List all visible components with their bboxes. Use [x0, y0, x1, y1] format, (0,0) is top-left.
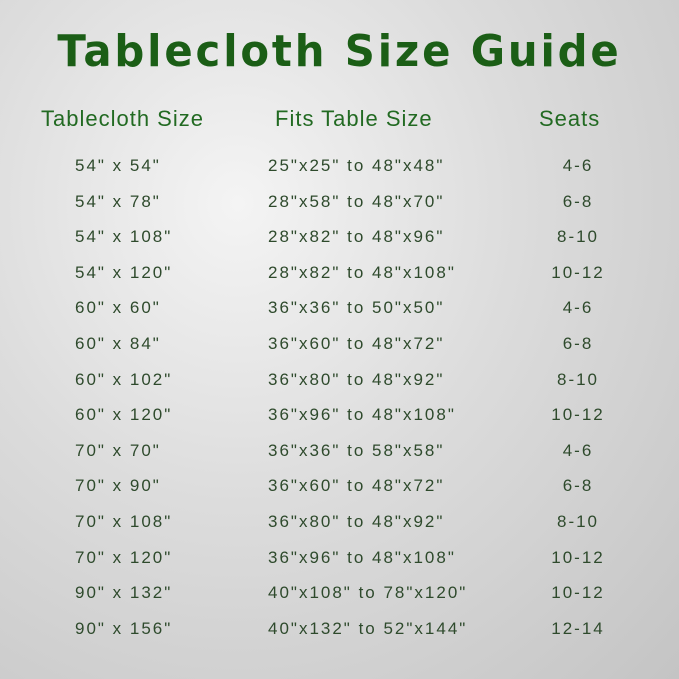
cell-seats: 6-8: [562, 191, 594, 211]
cell-tablecloth-size: 70" x 70": [75, 440, 161, 460]
cell-seats: 8-10: [556, 512, 600, 531]
cell-fits-table-size: 36"x80" to 48"x92": [268, 512, 445, 531]
table-row: 54" x 120" 28"x82" to 48"x108" 10-12: [0, 263, 679, 293]
table-row: 54" x 108" 28"x82" to 48"x96" 8-10: [0, 227, 679, 257]
table-row: 90" x 156" 40"x132" to 52"x144" 12-14: [0, 619, 679, 649]
cell-tablecloth-size: 70" x 90": [75, 476, 161, 496]
cell-fits-table-size: 36"x60" to 48"x72": [268, 334, 445, 353]
cell-seats: 4-6: [562, 440, 594, 460]
cell-seats: 4-6: [562, 156, 594, 175]
cell-fits-table-size: 36"x96" to 48"x108": [268, 547, 456, 567]
table-row: 60" x 84" 36"x60" to 48"x72" 6-8: [0, 334, 679, 364]
cell-tablecloth-size: 54" x 54": [75, 156, 161, 175]
cell-tablecloth-size: 60" x 60": [75, 298, 161, 318]
table-row: 90" x 132" 40"x108" to 78"x120" 10-12: [0, 583, 679, 613]
cell-tablecloth-size: 70" x 108": [75, 512, 173, 531]
cell-seats: 8-10: [556, 227, 600, 247]
table-row: 60" x 60" 36"x36" to 50"x50" 4-6: [0, 298, 679, 328]
page-title: Tablecloth Size Guide: [57, 26, 622, 77]
cell-tablecloth-size: 60" x 102": [75, 369, 173, 389]
cell-seats: 10-12: [551, 405, 605, 425]
cell-seats: 6-8: [562, 334, 594, 353]
cell-fits-table-size: 28"x82" to 48"x108": [268, 262, 456, 282]
cell-fits-table-size: 36"x36" to 50"x50": [268, 298, 445, 318]
table-row: 54" x 78" 28"x58" to 48"x70" 6-8: [0, 192, 679, 222]
cell-seats: 10-12: [551, 547, 605, 567]
table-row: 54" x 54" 25"x25" to 48"x48" 4-6: [0, 156, 679, 186]
table-row: 60" x 102" 36"x80" to 48"x92" 8-10: [0, 370, 679, 400]
cell-fits-table-size: 36"x96" to 48"x108": [268, 405, 456, 425]
cell-fits-table-size: 28"x58" to 48"x70": [268, 191, 445, 211]
cell-tablecloth-size: 60" x 84": [75, 334, 161, 353]
cell-seats: 4-6: [562, 298, 594, 318]
cell-seats: 10-12: [551, 262, 605, 282]
cell-fits-table-size: 36"x36" to 58"x58": [268, 440, 445, 460]
cell-fits-table-size: 36"x80" to 48"x92": [268, 369, 445, 389]
table-row: 70" x 90" 36"x60" to 48"x72" 6-8: [0, 476, 679, 506]
cell-fits-table-size: 36"x60" to 48"x72": [268, 476, 445, 496]
header-fits-table-size: Fits Table Size: [275, 106, 433, 131]
cell-tablecloth-size: 60" x 120": [75, 405, 173, 425]
cell-fits-table-size: 25"x25" to 48"x48": [268, 156, 445, 175]
cell-seats: 10-12: [551, 583, 605, 603]
cell-tablecloth-size: 54" x 120": [75, 262, 173, 282]
cell-fits-table-size: 28"x82" to 48"x96": [268, 227, 445, 247]
header-seats: Seats: [539, 106, 601, 131]
cell-tablecloth-size: 54" x 108": [75, 227, 173, 247]
cell-fits-table-size: 40"x132" to 52"x144": [268, 618, 468, 638]
cell-seats: 12-14: [551, 618, 605, 638]
table-row: 60" x 120" 36"x96" to 48"x108" 10-12: [0, 405, 679, 435]
cell-seats: 6-8: [562, 476, 594, 496]
header-tablecloth-size: Tablecloth Size: [41, 106, 204, 131]
cell-tablecloth-size: 90" x 156": [75, 618, 173, 638]
cell-tablecloth-size: 70" x 120": [75, 547, 173, 567]
table-row: 70" x 70" 36"x36" to 58"x58" 4-6: [0, 441, 679, 471]
table-row: 70" x 120" 36"x96" to 48"x108" 10-12: [0, 548, 679, 578]
cell-tablecloth-size: 90" x 132": [75, 583, 173, 603]
cell-tablecloth-size: 54" x 78": [75, 191, 161, 211]
table-row: 70" x 108" 36"x80" to 48"x92" 8-10: [0, 512, 679, 542]
cell-seats: 8-10: [556, 369, 600, 389]
cell-fits-table-size: 40"x108" to 78"x120": [268, 583, 468, 603]
